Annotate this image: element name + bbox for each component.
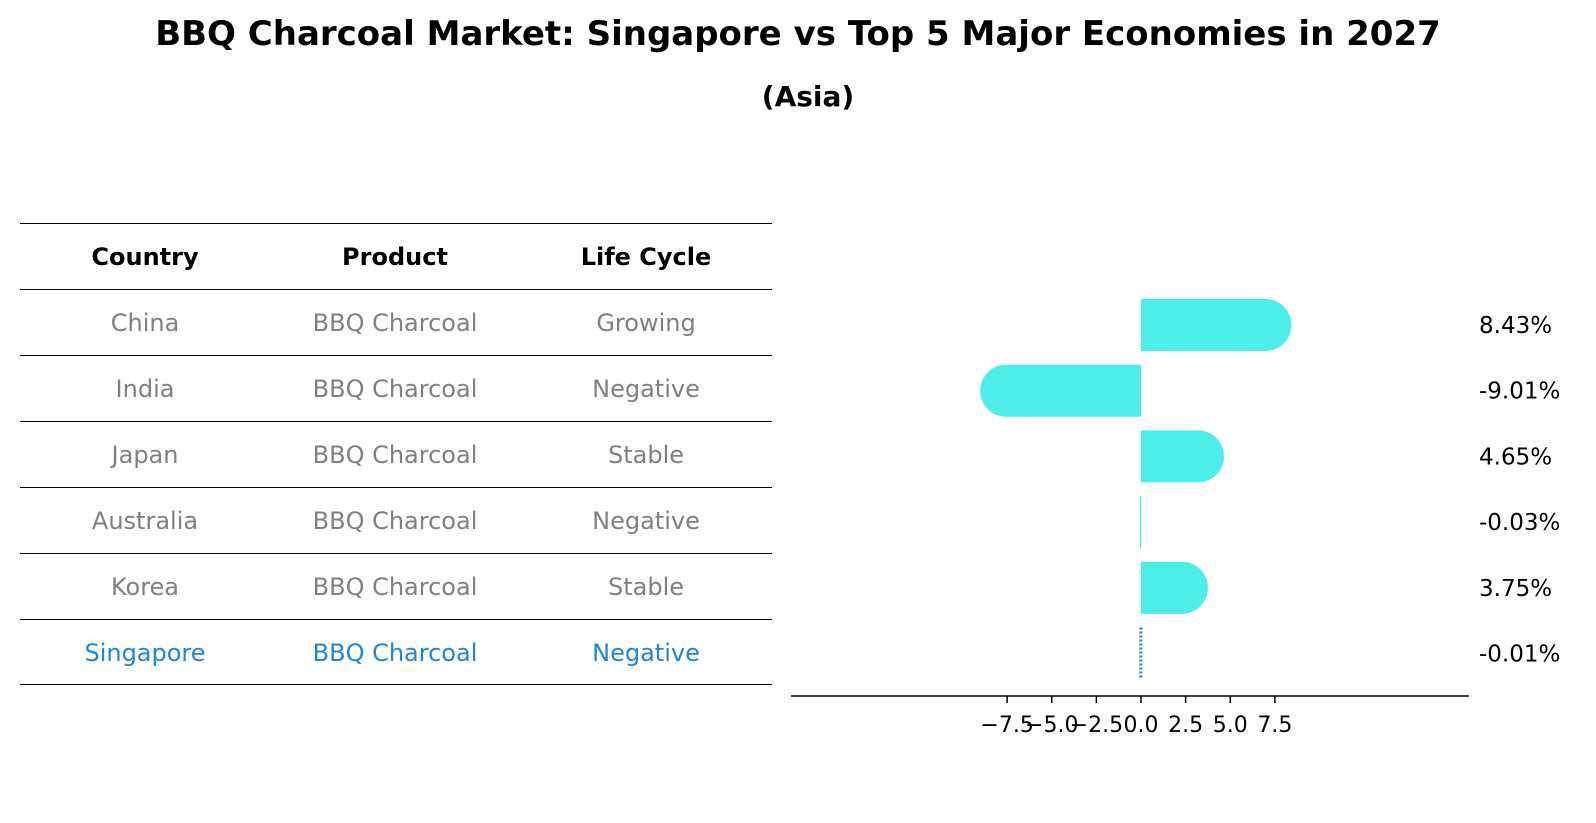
table-header-row: Country Product Life Cycle: [20, 223, 772, 289]
bar-australia: [1139, 496, 1142, 549]
country-cell: Korea: [110, 573, 180, 601]
table-row-highlight: Singapore BBQ Charcoal Negative: [20, 619, 772, 685]
bar-china: [1141, 299, 1292, 351]
table-row: Korea BBQ Charcoal Stable: [20, 553, 772, 619]
country-cell: Japan: [111, 441, 179, 469]
product-cell: BBQ Charcoal: [312, 573, 478, 601]
x-tick-label: 5.0: [1213, 713, 1248, 738]
header-country: Country: [91, 243, 199, 271]
life-cycle-cell: Negative: [592, 507, 700, 535]
country-cell: China: [110, 309, 180, 337]
product-cell: BBQ Charcoal: [312, 507, 478, 535]
x-tick-label: −7.5: [980, 713, 1033, 738]
life-cycle-cell: Negative: [592, 375, 700, 403]
data-label-australia: -0.03%: [1479, 510, 1560, 536]
market-table: Country Product Life Cycle China BBQ Cha…: [20, 223, 772, 685]
life-cycle-cell: Negative: [592, 639, 700, 667]
table-row: China BBQ Charcoal Growing: [20, 289, 772, 355]
table-row: Japan BBQ Charcoal Stable: [20, 421, 772, 487]
data-label-korea: 3.75%: [1479, 576, 1552, 602]
life-cycle-cell: Growing: [596, 309, 696, 337]
bar-korea: [1141, 561, 1208, 614]
product-cell: BBQ Charcoal: [312, 375, 478, 403]
country-cell: India: [115, 375, 175, 403]
data-label-china: 8.43%: [1479, 313, 1552, 339]
data-label-singapore: -0.01%: [1479, 642, 1560, 668]
x-tick-label: 7.5: [1257, 713, 1292, 738]
country-cell: Australia: [91, 507, 199, 535]
product-cell: BBQ Charcoal: [312, 441, 478, 469]
product-cell: BBQ Charcoal: [312, 639, 478, 667]
table-row: Australia BBQ Charcoal Negative: [20, 487, 772, 553]
header-product: Product: [342, 243, 448, 271]
x-tick-label: 2.5: [1168, 713, 1203, 738]
table-row: India BBQ Charcoal Negative: [20, 355, 772, 421]
data-label-india: -9.01%: [1479, 379, 1560, 405]
chart-subtitle: (Asia): [761, 80, 855, 113]
product-cell: BBQ Charcoal: [312, 309, 478, 337]
life-cycle-cell: Stable: [607, 441, 685, 469]
country-cell: Singapore: [84, 639, 206, 667]
life-cycle-cell: Stable: [607, 573, 685, 601]
header-life-cycle: Life Cycle: [580, 243, 712, 271]
x-tick-label: −5.0: [1025, 713, 1078, 738]
x-tick-label: −2.5: [1070, 713, 1123, 738]
x-tick-label: 0.0: [1124, 713, 1159, 738]
bar-india: [980, 364, 1141, 417]
bar-japan: [1141, 430, 1225, 483]
chart-title: BBQ Charcoal Market: Singapore vs Top 5 …: [155, 14, 1441, 54]
data-label-japan: 4.65%: [1479, 444, 1552, 470]
